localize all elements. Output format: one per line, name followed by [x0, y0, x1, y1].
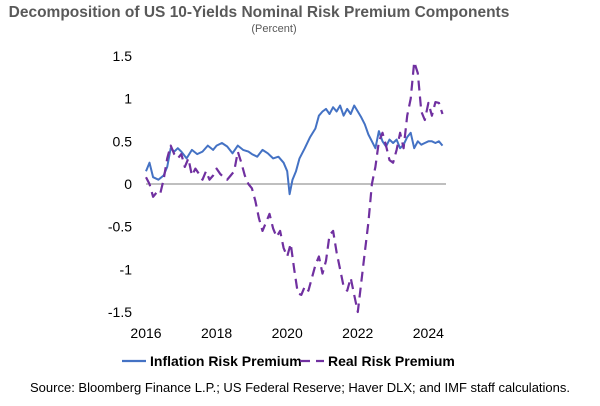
- series-layer: [145, 60, 444, 314]
- y-tick-label: 1.5: [113, 48, 133, 64]
- series-line-real-risk-premium: [145, 60, 444, 314]
- y-tick-label: -1: [120, 261, 133, 277]
- legend: Inflation Risk Premium Real Risk Premium: [122, 353, 455, 369]
- source-note: Source: Bloomberg Finance L.P.; US Feder…: [30, 380, 570, 395]
- series-line-inflation-risk-premium: [145, 104, 444, 196]
- x-tick-label: 2024: [413, 325, 444, 341]
- chart-subtitle: (Percent): [251, 23, 297, 35]
- y-tick-label: 0.5: [113, 133, 133, 149]
- x-tick-label: 2018: [201, 325, 232, 341]
- y-tick-label: -0.5: [108, 219, 132, 235]
- x-tick-label: 2016: [130, 325, 161, 341]
- y-axis-ticks: 1.5 1 0.5 0 -0.5 -1 -1.5: [108, 48, 132, 320]
- x-tick-label: 2020: [272, 325, 303, 341]
- legend-label: Inflation Risk Premium: [150, 353, 302, 369]
- y-tick-label: -1.5: [108, 304, 132, 320]
- chart-title: Decomposition of US 10-Yields Nominal Ri…: [8, 4, 510, 21]
- x-tick-label: 2022: [342, 325, 373, 341]
- x-axis-ticks: 2016 2018 2020 2022 2024: [130, 325, 444, 341]
- legend-label: Real Risk Premium: [328, 353, 455, 369]
- y-tick-label: 1: [124, 91, 132, 107]
- y-tick-label: 0: [124, 176, 132, 192]
